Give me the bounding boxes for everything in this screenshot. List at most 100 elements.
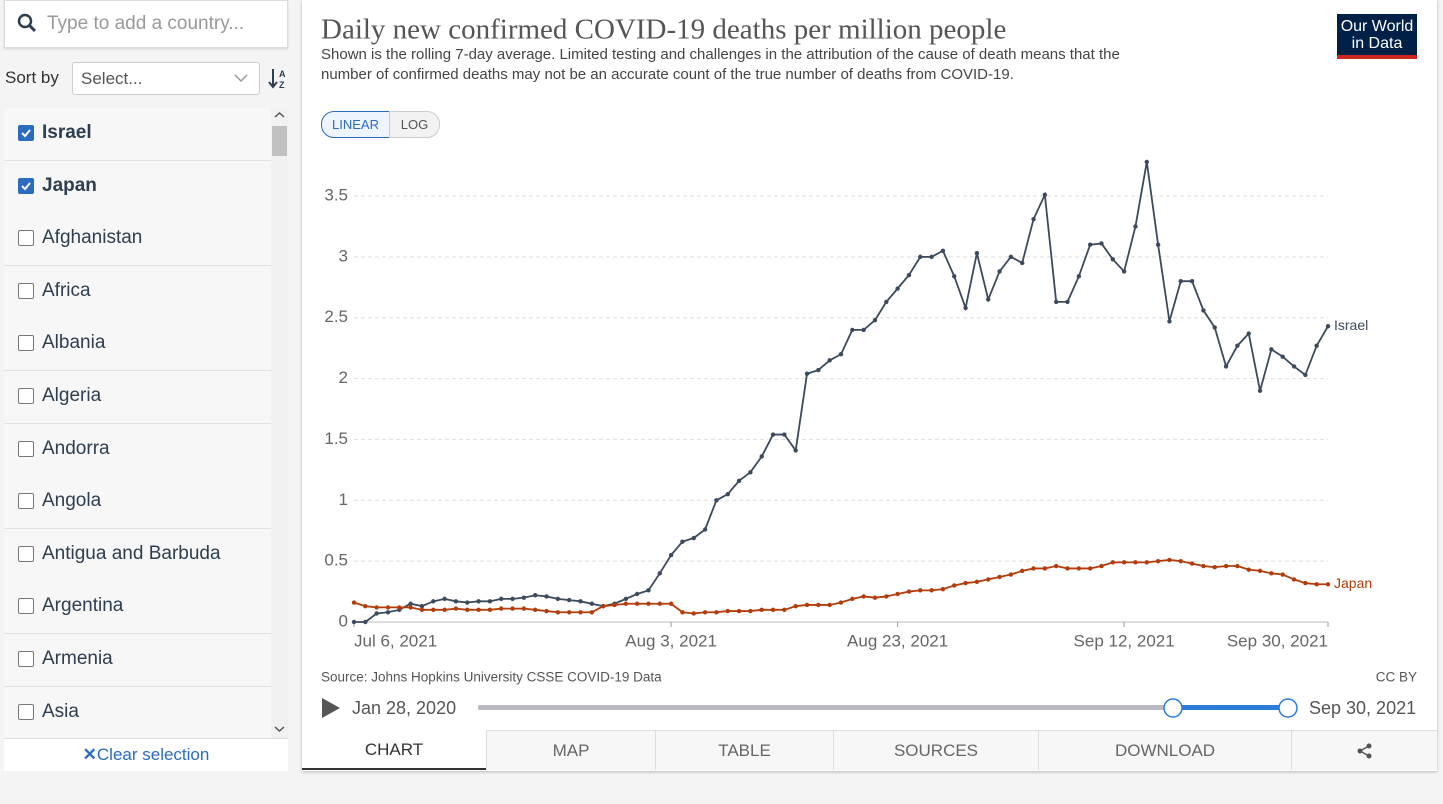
checkbox[interactable]: [18, 177, 34, 194]
data-point: [351, 600, 357, 605]
scale-button[interactable]: LOG: [389, 111, 440, 138]
tab[interactable]: DOWNLOAD: [1038, 730, 1291, 770]
country-row[interactable]: Andorra: [4, 423, 271, 477]
data-point: [850, 327, 855, 333]
checkbox[interactable]: [18, 230, 34, 247]
checkbox[interactable]: [18, 282, 34, 299]
checkbox[interactable]: [18, 388, 34, 404]
data-point: [533, 607, 538, 613]
checkbox[interactable]: [18, 493, 34, 510]
tab[interactable]: TABLE: [655, 730, 833, 770]
data-point: [1020, 568, 1025, 574]
data-point: [668, 552, 674, 558]
country-row[interactable]: Armenia: [4, 634, 271, 687]
clear-text: Clear selection: [96, 745, 210, 764]
tab[interactable]: MAP: [486, 730, 655, 770]
tab[interactable]: SOURCES: [833, 730, 1038, 770]
data-point: [1008, 254, 1014, 260]
data-point: [906, 272, 912, 278]
data-point: [1257, 388, 1263, 393]
data-point: [793, 448, 798, 453]
data-point: [1031, 566, 1036, 571]
data-point: [702, 527, 708, 532]
scroll-down[interactable]: [274, 725, 285, 733]
data-point: [1280, 572, 1285, 577]
checkbox[interactable]: [18, 598, 34, 615]
data-point: [1246, 567, 1251, 572]
scroll-up[interactable]: [274, 111, 285, 119]
country-row[interactable]: Israel: [4, 108, 271, 161]
clear-selection[interactable]: ✕Clear selection: [4, 738, 288, 771]
sort-order-icon[interactable]: AZ: [268, 66, 290, 90]
data-point: [1121, 269, 1127, 274]
check-mark: [21, 181, 31, 191]
sort-select[interactable]: Select...: [72, 62, 260, 95]
license: CC BY: [1376, 670, 1417, 685]
checkbox[interactable]: [18, 545, 34, 562]
logo[interactable]: Our World in Data: [1337, 14, 1417, 59]
country-row[interactable]: Asia: [4, 686, 271, 738]
share-tab[interactable]: [1291, 730, 1437, 770]
data-point: [1212, 325, 1217, 330]
data-point: [623, 596, 629, 602]
data-point: [612, 602, 617, 608]
checkbox[interactable]: [18, 125, 34, 141]
data-point: [974, 251, 980, 256]
data-point: [714, 498, 719, 503]
data-point: [453, 606, 459, 611]
sort-label: Sort by: [5, 68, 59, 87]
country-row[interactable]: Argentina: [4, 581, 271, 635]
data-point: [1008, 572, 1014, 577]
data-point: [1291, 364, 1297, 369]
data-point: [1053, 299, 1059, 305]
country-row[interactable]: Japan: [4, 160, 271, 214]
play-button[interactable]: [322, 698, 340, 718]
svg-text:Z: Z: [279, 80, 285, 90]
data-point: [431, 607, 436, 613]
country-row[interactable]: Albania: [4, 318, 271, 372]
sort-select-text: Select...: [81, 69, 143, 88]
scroll-thumb[interactable]: [272, 126, 287, 156]
checkbox[interactable]: [18, 703, 34, 720]
country-row[interactable]: Angola: [4, 476, 271, 530]
country-row[interactable]: Afghanistan: [4, 213, 271, 267]
scale-button[interactable]: LINEAR: [321, 111, 390, 138]
country-name: Angola: [42, 490, 102, 512]
data-point: [1110, 257, 1116, 262]
country-row[interactable]: Algeria: [4, 371, 271, 424]
timeline-start: Jan 28, 2020: [352, 698, 456, 718]
data-point: [1155, 558, 1161, 564]
data-point: [657, 601, 662, 606]
y-tick-label: 0: [339, 611, 348, 630]
timeline-handle[interactable]: [1163, 698, 1183, 718]
scrollbar[interactable]: [271, 108, 288, 738]
data-point: [997, 269, 1002, 274]
data-point: [408, 605, 413, 610]
data-point: [1201, 308, 1206, 313]
search-box[interactable]: Type to add a country...: [4, 0, 288, 48]
data-point: [363, 603, 368, 609]
checkbox[interactable]: [18, 440, 34, 457]
data-point: [634, 601, 640, 606]
data-point: [419, 607, 425, 613]
source: Source: Johns Hopkins University CSSE CO…: [321, 670, 662, 685]
data-point: [385, 605, 391, 610]
x-tick-label: Jul 6, 2021: [354, 631, 437, 650]
country-name: Israel: [42, 122, 92, 143]
data-point: [476, 599, 481, 604]
country-row[interactable]: Africa: [4, 265, 271, 319]
checkbox[interactable]: [18, 651, 34, 667]
data-point: [884, 299, 889, 305]
data-point: [997, 574, 1002, 580]
chart-subtitle: Shown is the rolling 7-day average. Limi…: [321, 46, 1120, 83]
country-row[interactable]: Antigua and Barbuda: [4, 528, 271, 582]
data-point: [838, 600, 844, 605]
country-name: Armenia: [42, 648, 113, 669]
data-point: [838, 352, 844, 357]
data-point: [748, 608, 753, 614]
timeline-handle[interactable]: [1278, 698, 1298, 718]
checkbox[interactable]: [18, 335, 34, 352]
tab[interactable]: CHART: [302, 730, 486, 770]
data-point: [1167, 319, 1172, 324]
data-point: [929, 254, 934, 260]
